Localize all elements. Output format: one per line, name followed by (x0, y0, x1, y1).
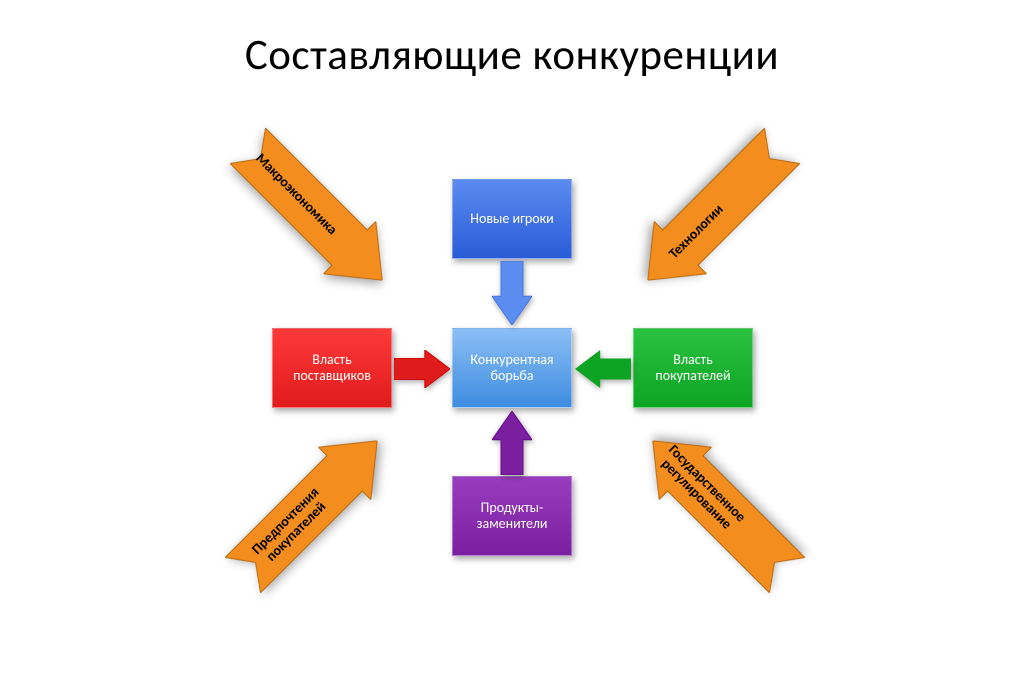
node-right-label: Властьпокупателей (655, 352, 730, 384)
node-substitutes: Продукты-заменители (452, 476, 572, 556)
external-macroeconomics-arrow: Макроэкономика (222, 120, 409, 307)
arrow-left-right (394, 350, 450, 388)
node-center-label: Конкурентнаяборьба (470, 352, 553, 384)
node-bottom-label: Продукты-заменители (477, 500, 548, 532)
external-regulation-arrow: Государственноерегулирование (627, 415, 814, 602)
arrow-top-down (492, 261, 532, 325)
node-center-competition: Конкурентнаяборьба (452, 328, 572, 408)
arrow-bottom-up (492, 411, 532, 475)
node-left-label: Властьпоставщиков (293, 352, 371, 384)
arrow-right-left (575, 350, 631, 388)
node-buyer-power: Властьпокупателей (633, 328, 753, 408)
diagram-canvas: Конкурентнаяборьба Новые игроки Властьпо… (0, 81, 1024, 641)
external-technology-arrow: Технологии (622, 120, 809, 307)
page-title: Составляющие конкуренции (0, 0, 1024, 81)
node-new-entrants: Новые игроки (452, 179, 572, 259)
node-top-label: Новые игроки (470, 211, 553, 227)
external-preferences-arrow: Предпочтенияпокупателей (217, 415, 404, 602)
node-supplier-power: Властьпоставщиков (272, 328, 392, 408)
